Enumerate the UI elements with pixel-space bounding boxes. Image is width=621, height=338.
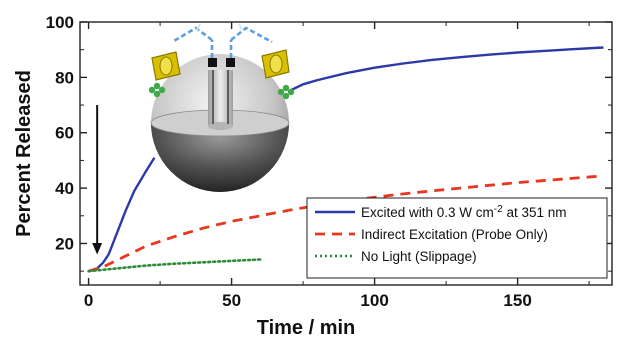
x-axis-title: Time / min [257,317,356,338]
y-tick-label: 100 [46,13,74,32]
stopper-right [277,84,295,100]
y-tick-label: 60 [55,124,74,143]
legend-label-superscript: -2 [494,204,503,215]
y-axis-title: Percent Released [13,70,35,237]
legend-label-tail: at 351 nm [503,205,567,220]
series-line-1 [88,157,156,273]
x-tick-label: 50 [222,291,241,310]
chain-arm-right [230,26,273,44]
chart-marks: 20 40 60 80 100 0 50 100 150 Time / min Percent Re… [13,13,613,338]
legend: Excited with 0.3 W cm-2 at 351 nm Indirec… [306,197,608,279]
x-tick-label: 100 [360,291,388,310]
chain-highlights [196,23,243,31]
pore-channel [208,70,233,126]
legend-label-main: Excited with 0.3 W cm [361,205,494,220]
cyclodextrin-ring-left [151,51,181,81]
cyclodextrin-ring-right [261,49,290,79]
legend-label-3: No Light (Slippage) [361,249,477,264]
stopper-left [148,82,166,98]
series-line-3 [87,258,262,273]
pore-bottom [208,122,233,130]
chain-arm-left [171,26,213,44]
annotation-arrow-head [92,243,103,255]
legend-label-1: Excited with 0.3 W cm-2 at 351 nm [361,204,567,220]
plot-frame [79,21,613,286]
legend-label-2: Indirect Excitation (Probe Only) [361,227,548,242]
x-tick-label: 0 [84,291,93,310]
y-tick-label: 80 [55,68,74,87]
y-tick-label: 20 [55,234,74,253]
series-line-1-part-2 [288,46,604,93]
x-tick-label: 150 [503,291,531,310]
nanoparticle-inset-illustration [148,23,295,192]
valve-block-left [208,58,217,67]
legend-box [306,197,608,279]
valve-block-right [226,58,235,67]
sphere-lower-half [151,123,289,192]
y-tick-label: 40 [55,179,74,198]
